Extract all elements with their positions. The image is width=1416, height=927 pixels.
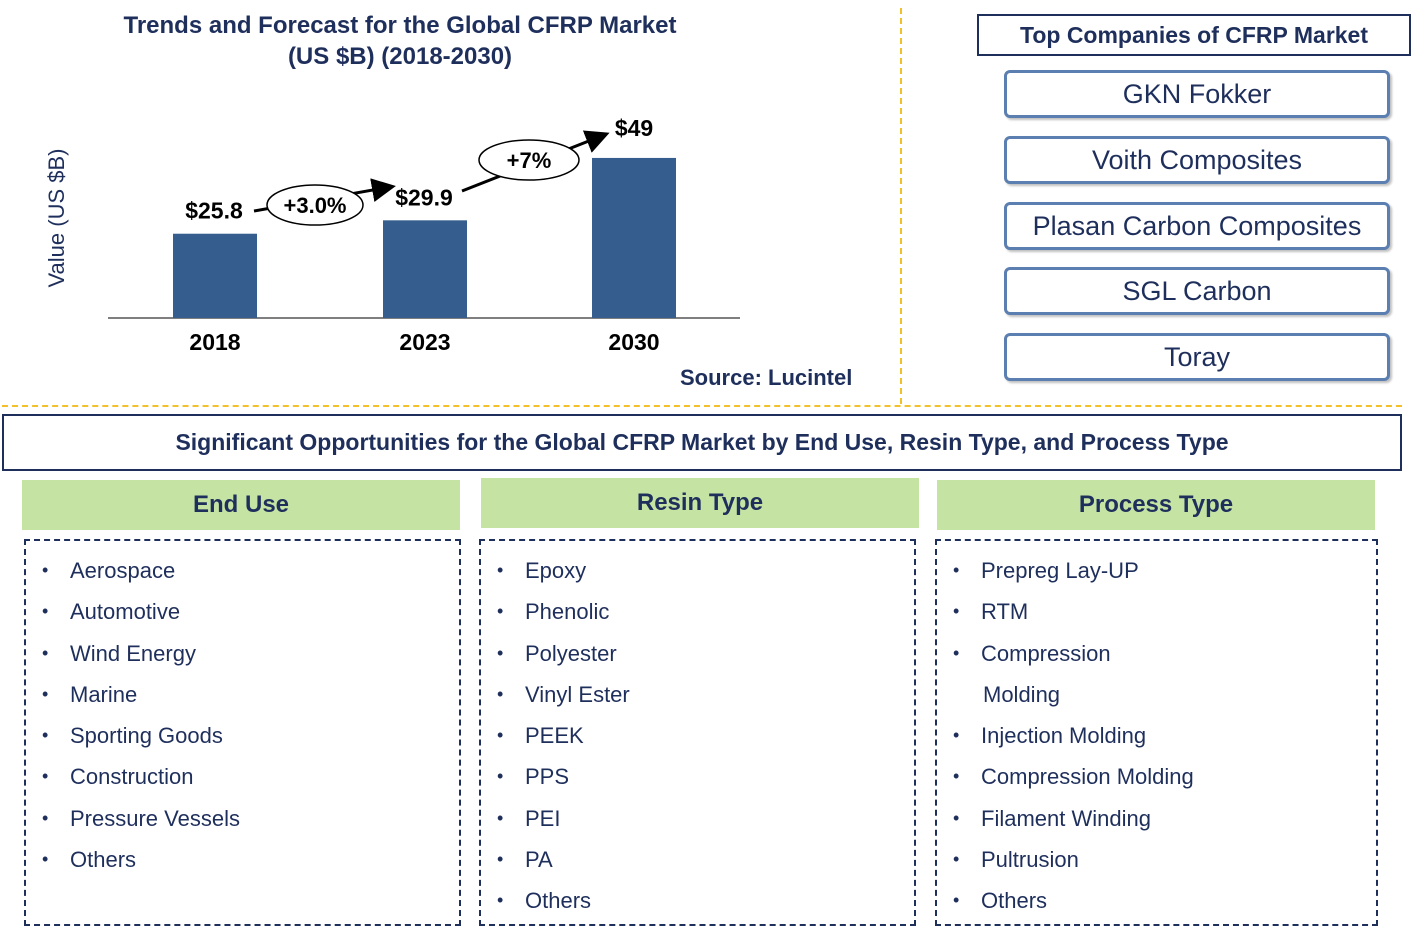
process-type-heading: Process Type (937, 480, 1375, 530)
list-item: Aerospace (26, 550, 459, 592)
list-item: Construction (26, 756, 459, 798)
horizontal-divider (2, 405, 1402, 407)
list-item: RTM (937, 591, 1376, 633)
company-box: Plasan Carbon Composites (1004, 202, 1390, 250)
list-item: Others (937, 880, 1376, 922)
opportunities-title: Significant Opportunities for the Global… (2, 414, 1402, 471)
growth-rate-label: +3.0% (284, 193, 347, 218)
bar-value-label: $49 (615, 115, 653, 141)
chart-title: Trends and Forecast for the Global CFRP … (123, 12, 677, 39)
source-note: Source: Lucintel (680, 365, 853, 390)
list-item: Epoxy (481, 550, 914, 592)
bar-value-label: $25.8 (185, 198, 243, 224)
list-item: Others (26, 839, 459, 881)
list-item: Sporting Goods (26, 715, 459, 757)
x-tick-label: 2023 (399, 329, 450, 355)
list-item: Polyester (481, 633, 914, 675)
growth-bubble (266, 184, 364, 226)
bar-chart: Value (US $B) 2018 2023 2030 $25.8 $29.9 $49 +… (44, 115, 740, 355)
company-box: Voith Composites (1004, 136, 1390, 184)
end-use-list: AerospaceAutomotiveWind EnergyMarineSpor… (26, 550, 459, 881)
top-companies-title: Top Companies of CFRP Market (977, 14, 1411, 56)
list-item: Wind Energy (26, 633, 459, 675)
list-item: Compression (937, 633, 1376, 675)
growth-rate-label: +7% (507, 148, 552, 173)
process-type-list: Prepreg Lay-UPRTMCompression Molding Injec… (937, 550, 1376, 922)
list-item: Marine (26, 674, 459, 716)
list-item: Injection Molding (937, 715, 1376, 757)
bar-2030 (592, 157, 676, 318)
company-box: SGL Carbon (1004, 267, 1390, 315)
x-tick-label: 2018 (189, 329, 240, 355)
chart-subtitle: (US $B) (2018-2030) (287, 43, 513, 70)
resin-type-heading: Resin Type (481, 478, 919, 528)
list-item: Others (481, 880, 914, 922)
list-item: Molding (983, 681, 1061, 707)
bar-2018 (173, 233, 257, 318)
bar-2023 (383, 220, 467, 318)
y-axis-label: Value (US $B) (44, 149, 69, 288)
company-box: GKN Fokker (1004, 70, 1390, 118)
list-item: Phenolic (481, 591, 914, 633)
end-use-list-box: AerospaceAutomotiveWind EnergyMarineSpor… (24, 539, 461, 926)
list-item: Vinyl Ester (481, 674, 914, 716)
end-use-heading: End Use (22, 480, 460, 530)
list-item: PA (481, 839, 914, 881)
list-item: PEEK (481, 715, 914, 757)
list-item: PPS (481, 756, 914, 798)
x-tick-label: 2030 (608, 329, 659, 355)
resin-type-list-box: EpoxyPhenolicPolyesterVinyl EsterPEEKPPS… (479, 539, 916, 926)
resin-type-list: EpoxyPhenolicPolyesterVinyl EsterPEEKPPS… (481, 550, 914, 922)
list-item: Filament Winding (937, 798, 1376, 840)
bar-value-label: $29.9 (395, 184, 453, 210)
process-type-list-box: Prepreg Lay-UPRTMCompression Molding Injec… (935, 539, 1378, 926)
list-item: Pultrusion (937, 839, 1376, 881)
growth-bubble (478, 139, 580, 181)
list-item: PEI (481, 798, 914, 840)
list-item: Prepreg Lay-UP (937, 550, 1376, 592)
list-item: Pressure Vessels (26, 798, 459, 840)
list-item: Automotive (26, 591, 459, 633)
list-item: Compression Molding (937, 756, 1376, 798)
chart-title-block: Trends and Forecast for the Global CFRP … (100, 10, 700, 72)
vertical-divider (900, 8, 902, 404)
company-box: Toray (1004, 333, 1390, 381)
